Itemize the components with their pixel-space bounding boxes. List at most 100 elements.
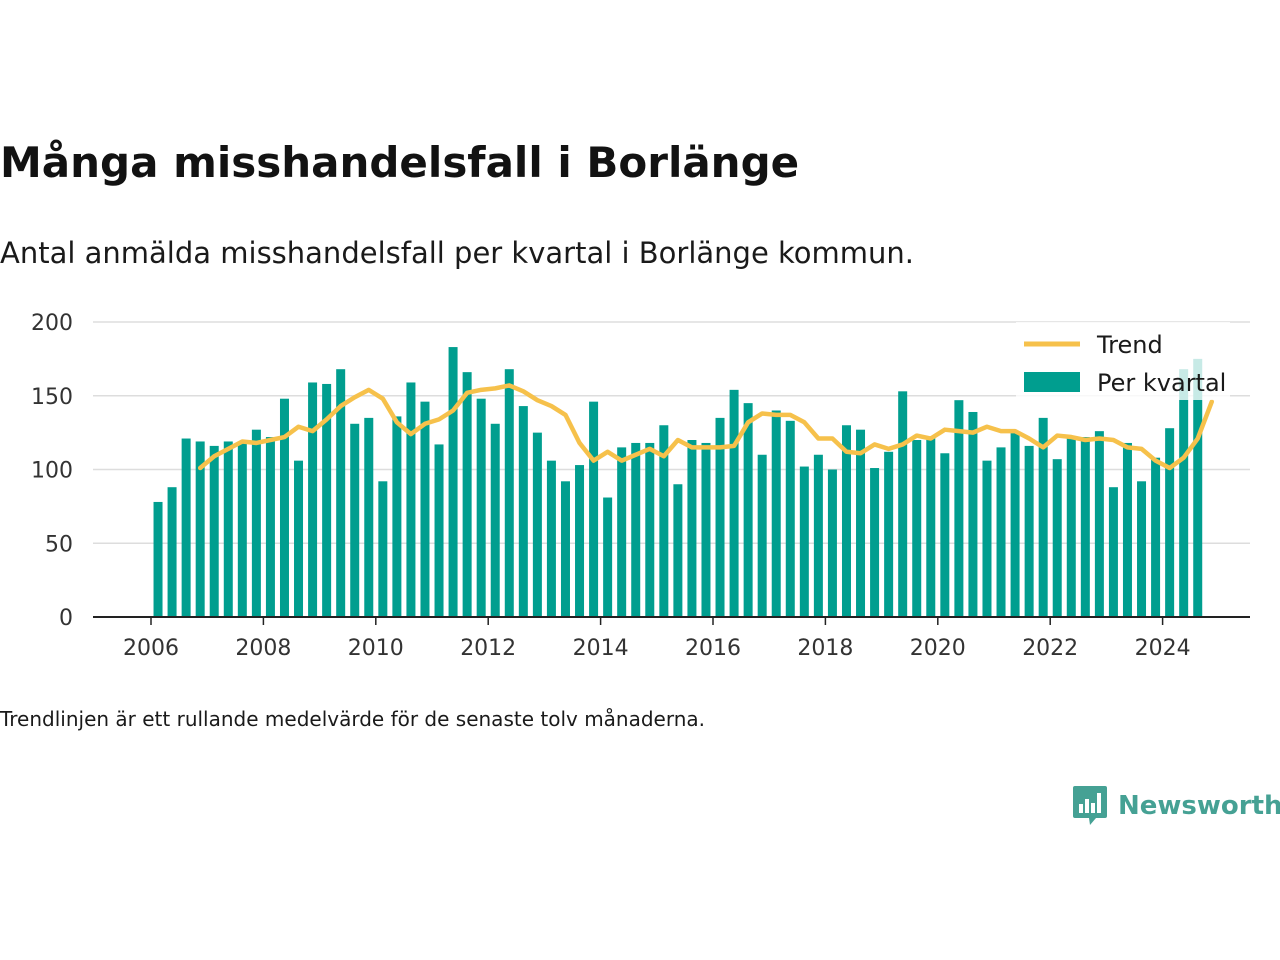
- bar: [673, 484, 683, 617]
- bar: [870, 468, 880, 617]
- bar: [1038, 417, 1048, 618]
- bar: [181, 438, 191, 617]
- bar: [434, 444, 444, 617]
- bar: [729, 389, 739, 617]
- y-tick-label: 100: [31, 459, 73, 484]
- y-tick-label: 200: [31, 311, 73, 336]
- bar: [462, 372, 472, 617]
- bar: [940, 453, 950, 617]
- legend-trend-label: Trend: [1096, 331, 1163, 359]
- bar: [490, 423, 500, 617]
- brand-name: Newsworthy: [1118, 791, 1280, 821]
- bar: [912, 440, 922, 617]
- bar: [827, 469, 837, 617]
- bar: [350, 423, 360, 617]
- bar: [420, 401, 430, 617]
- trend-line: [197, 383, 1215, 471]
- bar: [757, 454, 767, 617]
- y-tick-labels: 0 50 100 150 200: [31, 311, 73, 631]
- x-tick-label: 2016: [685, 636, 741, 661]
- bar: [167, 487, 177, 617]
- bar: [996, 447, 1006, 618]
- bar: [884, 451, 894, 617]
- legend-bar-label: Per kvartal: [1097, 369, 1226, 397]
- chart-subtitle: Antal anmälda misshandelsfall per kvarta…: [0, 236, 914, 270]
- bar: [982, 460, 992, 617]
- bar: [448, 347, 458, 617]
- bar: [954, 400, 964, 617]
- bar: [223, 441, 233, 617]
- y-tick-label: 50: [45, 532, 73, 557]
- chart-footnote: Trendlinjen är ett rullande medelvärde f…: [0, 707, 706, 731]
- bar: [701, 442, 711, 617]
- bar: [799, 466, 809, 617]
- x-tick-label: 2022: [1022, 636, 1078, 661]
- bar: [1179, 369, 1189, 617]
- bar: [771, 410, 781, 617]
- bar: [406, 382, 416, 617]
- bar: [518, 406, 528, 617]
- bar: [546, 460, 556, 617]
- bar: [237, 441, 247, 617]
- bar: [659, 425, 669, 617]
- bar: [1122, 442, 1132, 617]
- bar: [504, 369, 514, 617]
- bar: [1108, 487, 1118, 617]
- bar: [532, 432, 542, 618]
- bar: [1052, 459, 1062, 617]
- bar: [968, 411, 978, 617]
- bar: [603, 497, 613, 617]
- bar: [364, 417, 374, 618]
- bar: [856, 429, 866, 617]
- bar: [322, 383, 332, 617]
- x-tick-label: 2020: [910, 636, 966, 661]
- bar: [715, 417, 725, 618]
- bar: [617, 447, 627, 618]
- bar: [378, 481, 388, 617]
- x-tick-label: 2008: [235, 636, 291, 661]
- bar: [1151, 457, 1161, 617]
- bar: [1094, 431, 1104, 617]
- newsworthy-logo: Newsworthy: [1072, 784, 1280, 828]
- bar: [1066, 437, 1076, 617]
- bar: [336, 369, 346, 617]
- bar: [926, 437, 936, 617]
- bar: [1165, 428, 1175, 617]
- legend: Trend Per kvartal: [1016, 322, 1230, 400]
- bar: [476, 398, 486, 617]
- bar: [265, 437, 275, 617]
- y-tick-label: 0: [59, 606, 73, 631]
- bar: [898, 391, 908, 617]
- bar: [1010, 431, 1020, 617]
- bar: [813, 454, 823, 617]
- bar: [251, 429, 261, 617]
- bar: [785, 420, 795, 617]
- x-tick-label: 2006: [123, 636, 179, 661]
- bar: [392, 416, 402, 617]
- bar: [841, 425, 851, 617]
- bar: [589, 401, 599, 617]
- x-tick-label: 2012: [460, 636, 516, 661]
- bar: [743, 403, 753, 618]
- bar: [631, 442, 641, 617]
- bar: [560, 481, 570, 617]
- bar: [645, 442, 655, 617]
- bars: [153, 347, 1203, 618]
- bar: [153, 501, 163, 617]
- bar: [1137, 481, 1147, 617]
- bar: [209, 445, 219, 617]
- x-axis: 2006 2008 2010 2012 2014 2016 2018 2020 2022 2024: [93, 616, 1250, 661]
- bar: [308, 382, 318, 617]
- x-tick-label: 2010: [348, 636, 404, 661]
- chart-title: Många misshandelsfall i Borlänge: [0, 138, 800, 187]
- bar: [1193, 358, 1203, 618]
- x-tick-label: 2014: [573, 636, 629, 661]
- legend-bar-swatch: [1024, 372, 1080, 392]
- bar: [575, 465, 585, 617]
- bar: [279, 398, 289, 617]
- x-tick-label: 2024: [1135, 636, 1191, 661]
- bar: [1080, 437, 1090, 617]
- bar: [195, 441, 205, 617]
- bar: [294, 460, 304, 617]
